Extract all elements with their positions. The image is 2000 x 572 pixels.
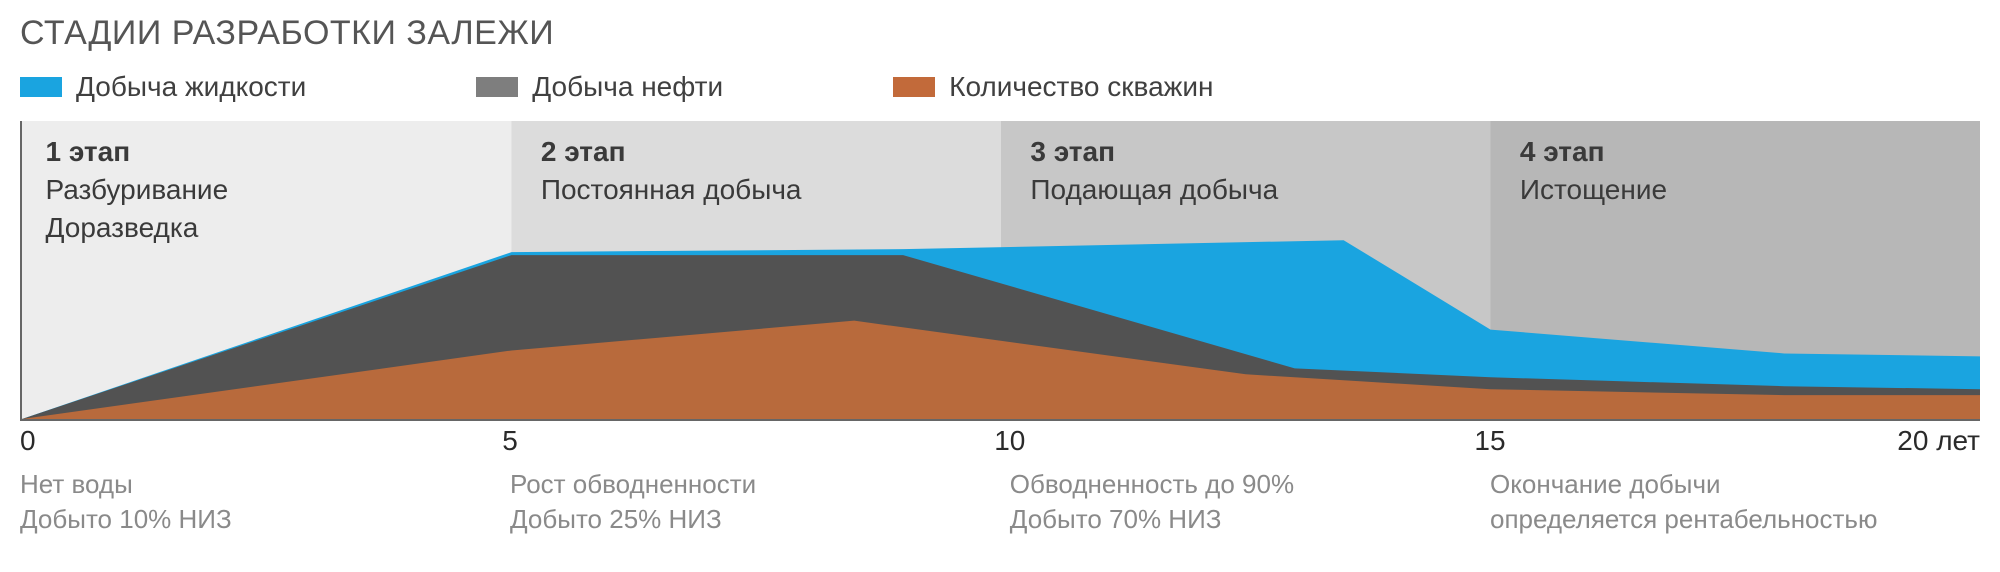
stage-label: 4 этап Истощение: [1520, 133, 1667, 209]
stage-number: 1 этап: [45, 136, 130, 167]
legend-swatch: [893, 77, 935, 97]
stage-description: Доразведка: [45, 212, 198, 243]
x-axis-tick: 5: [502, 425, 518, 457]
x-axis-tick: 15: [1474, 425, 1505, 457]
stage-number: 2 этап: [541, 136, 626, 167]
legend-label: Добыча нефти: [532, 71, 723, 103]
stage-number: 3 этап: [1030, 136, 1115, 167]
x-axis-tick: 10: [994, 425, 1025, 457]
chart-area: 1 этап Разбуривание Доразведка 2 этап Постоя…: [20, 121, 1980, 421]
stage-note: Рост обводненности Добыто 25% НИЗ: [510, 467, 756, 537]
stage-number: 4 этап: [1520, 136, 1605, 167]
stage-description: Подающая добыча: [1030, 174, 1278, 205]
legend-item: Добыча нефти: [476, 71, 723, 103]
legend: Добыча жидкости Добыча нефти Количество ск…: [20, 71, 1980, 103]
stage-description: Постоянная добыча: [541, 174, 802, 205]
stage-description: Разбуривание: [45, 174, 228, 205]
legend-swatch: [476, 77, 518, 97]
legend-label: Количество скважин: [949, 71, 1213, 103]
stage-label: 2 этап Постоянная добыча: [541, 133, 802, 209]
stage-note: Обводненность до 90% Добыто 70% НИЗ: [1010, 467, 1294, 537]
x-axis-tick: 0: [20, 425, 36, 457]
x-axis: 0 5 10 15 20 лет: [20, 425, 1980, 459]
legend-swatch: [20, 77, 62, 97]
legend-item: Добыча жидкости: [20, 71, 306, 103]
stage-note: Нет воды Добыто 10% НИЗ: [20, 467, 232, 537]
x-axis-tick: 20 лет: [1897, 425, 1980, 457]
stage-note: Окончание добычи определяется рентабельн…: [1490, 467, 1877, 537]
area-chart-svg: [22, 121, 1980, 419]
legend-label: Добыча жидкости: [76, 71, 306, 103]
legend-item: Количество скважин: [893, 71, 1213, 103]
stage-label: 1 этап Разбуривание Доразведка: [45, 133, 228, 246]
stage-label: 3 этап Подающая добыча: [1030, 133, 1278, 209]
chart-title: СТАДИИ РАЗРАБОТКИ ЗАЛЕЖИ: [20, 14, 1980, 53]
stage-description: Истощение: [1520, 174, 1667, 205]
